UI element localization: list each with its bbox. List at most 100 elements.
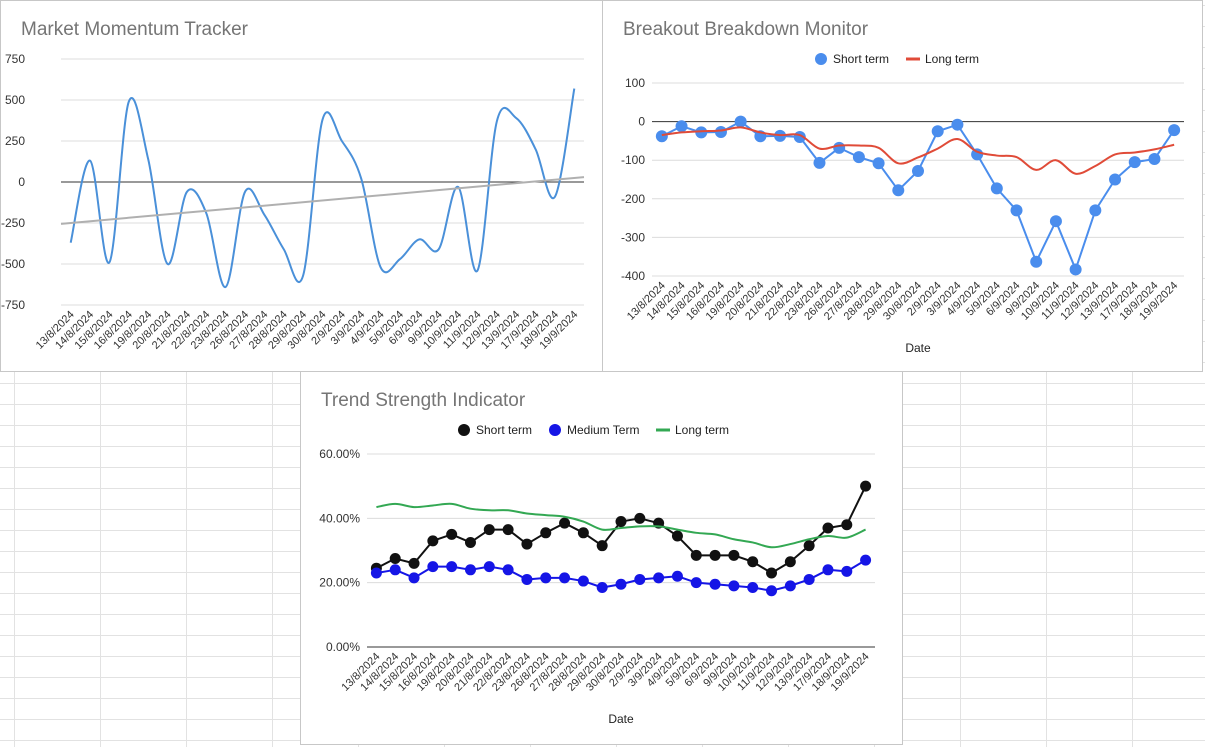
- y-tick-label: 0: [638, 115, 645, 129]
- data-point: [483, 524, 495, 536]
- data-point: [690, 577, 702, 589]
- y-tick-label: 100: [625, 76, 645, 90]
- data-point: [653, 572, 665, 584]
- data-point: [596, 581, 608, 593]
- chart-title: Market Momentum Tracker: [21, 19, 248, 40]
- y-tick-label: -100: [621, 153, 645, 167]
- data-point: [1168, 124, 1181, 137]
- data-point: [1148, 153, 1161, 166]
- data-point: [655, 130, 668, 143]
- data-point: [860, 480, 872, 492]
- legend-marker: [656, 428, 670, 432]
- data-point: [822, 564, 834, 576]
- data-point: [833, 141, 846, 154]
- data-point: [766, 567, 778, 579]
- data-point: [540, 572, 552, 584]
- data-point: [596, 540, 608, 552]
- legend-marker: [815, 53, 827, 65]
- data-point: [1069, 263, 1082, 276]
- data-point: [615, 516, 627, 528]
- data-point: [521, 538, 533, 550]
- chart-market-momentum[interactable]: Market Momentum Tracker 750 500 250 0 -250 -5…: [0, 0, 603, 372]
- data-point: [370, 567, 382, 579]
- data-point: [709, 578, 721, 590]
- data-point: [389, 564, 401, 576]
- data-point: [671, 570, 683, 582]
- chart-breakout-breakdown[interactable]: Breakout Breakdown Monitor 100 0 -100 -200 -…: [602, 0, 1203, 372]
- legend-label: Short term: [476, 423, 532, 437]
- data-point: [784, 556, 796, 568]
- y-tick-label: -200: [621, 192, 645, 206]
- data-point: [577, 575, 589, 587]
- data-point: [695, 126, 708, 139]
- data-point: [502, 524, 514, 536]
- legend-label: Short term: [833, 52, 889, 66]
- x-axis-title: Date: [905, 341, 931, 355]
- x-axis-title: Date: [608, 712, 634, 726]
- y-tick-label: -400: [621, 269, 645, 283]
- series-line: [661, 126, 1175, 175]
- data-point: [408, 557, 420, 569]
- data-point: [990, 182, 1003, 195]
- data-point: [389, 553, 401, 565]
- data-point: [860, 554, 872, 566]
- data-point: [446, 528, 458, 540]
- data-point: [483, 561, 495, 573]
- legend-label: Long term: [675, 423, 729, 437]
- y-tick-label: 20.00%: [319, 576, 360, 590]
- data-point: [841, 519, 853, 531]
- data-point: [852, 151, 865, 164]
- y-tick-label: 0.00%: [326, 640, 360, 654]
- data-point: [951, 118, 964, 131]
- data-point: [872, 157, 885, 170]
- data-point: [408, 572, 420, 584]
- chart-trend-strength[interactable]: Trend Strength Indicator 60.00% 40.00% 20.…: [300, 371, 903, 745]
- chart-plot: 1000-100-200-300-40013/8/202414/8/202415…: [621, 52, 1184, 355]
- y-tick-label: 40.00%: [319, 511, 360, 525]
- data-point: [615, 578, 627, 590]
- y-tick-label: -750: [1, 298, 25, 312]
- data-point: [577, 527, 589, 539]
- data-point: [1128, 156, 1141, 169]
- data-point: [803, 540, 815, 552]
- data-point: [714, 126, 727, 139]
- data-point: [813, 156, 826, 169]
- data-point: [540, 527, 552, 539]
- data-point: [446, 561, 458, 573]
- data-point: [728, 549, 740, 561]
- data-point: [747, 581, 759, 593]
- chart-plot: 7505002500-250-500-75013/8/202414/8/2024…: [1, 52, 585, 352]
- data-point: [912, 165, 924, 178]
- data-point: [1010, 204, 1023, 217]
- trendline: [60, 176, 585, 225]
- data-point: [971, 148, 984, 161]
- y-tick-label: -300: [621, 230, 645, 244]
- data-point: [822, 522, 834, 534]
- data-point: [784, 580, 796, 592]
- data-point: [427, 535, 439, 547]
- data-point: [427, 561, 439, 573]
- data-point: [709, 549, 721, 561]
- data-point: [1049, 215, 1062, 228]
- data-point: [1109, 173, 1122, 186]
- data-point: [747, 556, 759, 568]
- y-tick-label: 500: [5, 93, 25, 107]
- data-point: [734, 115, 747, 128]
- data-point: [521, 573, 533, 585]
- y-tick-label: 60.00%: [319, 447, 360, 461]
- legend-label: Medium Term: [567, 423, 639, 437]
- data-point: [728, 580, 740, 592]
- y-tick-label: 750: [5, 52, 25, 66]
- data-point: [559, 572, 571, 584]
- legend-marker: [906, 57, 920, 61]
- y-tick-label: -500: [1, 257, 25, 271]
- data-point: [634, 512, 646, 524]
- y-tick-label: -250: [1, 216, 25, 230]
- data-point: [766, 585, 778, 597]
- legend-label: Long term: [925, 52, 979, 66]
- chart-plot: 60.00%40.00%20.00%0.00%13/8/202414/8/202…: [319, 423, 875, 726]
- data-point: [634, 573, 646, 585]
- series-line: [376, 502, 867, 549]
- chart-title: Trend Strength Indicator: [321, 390, 526, 411]
- chart-title: Breakout Breakdown Monitor: [623, 19, 869, 40]
